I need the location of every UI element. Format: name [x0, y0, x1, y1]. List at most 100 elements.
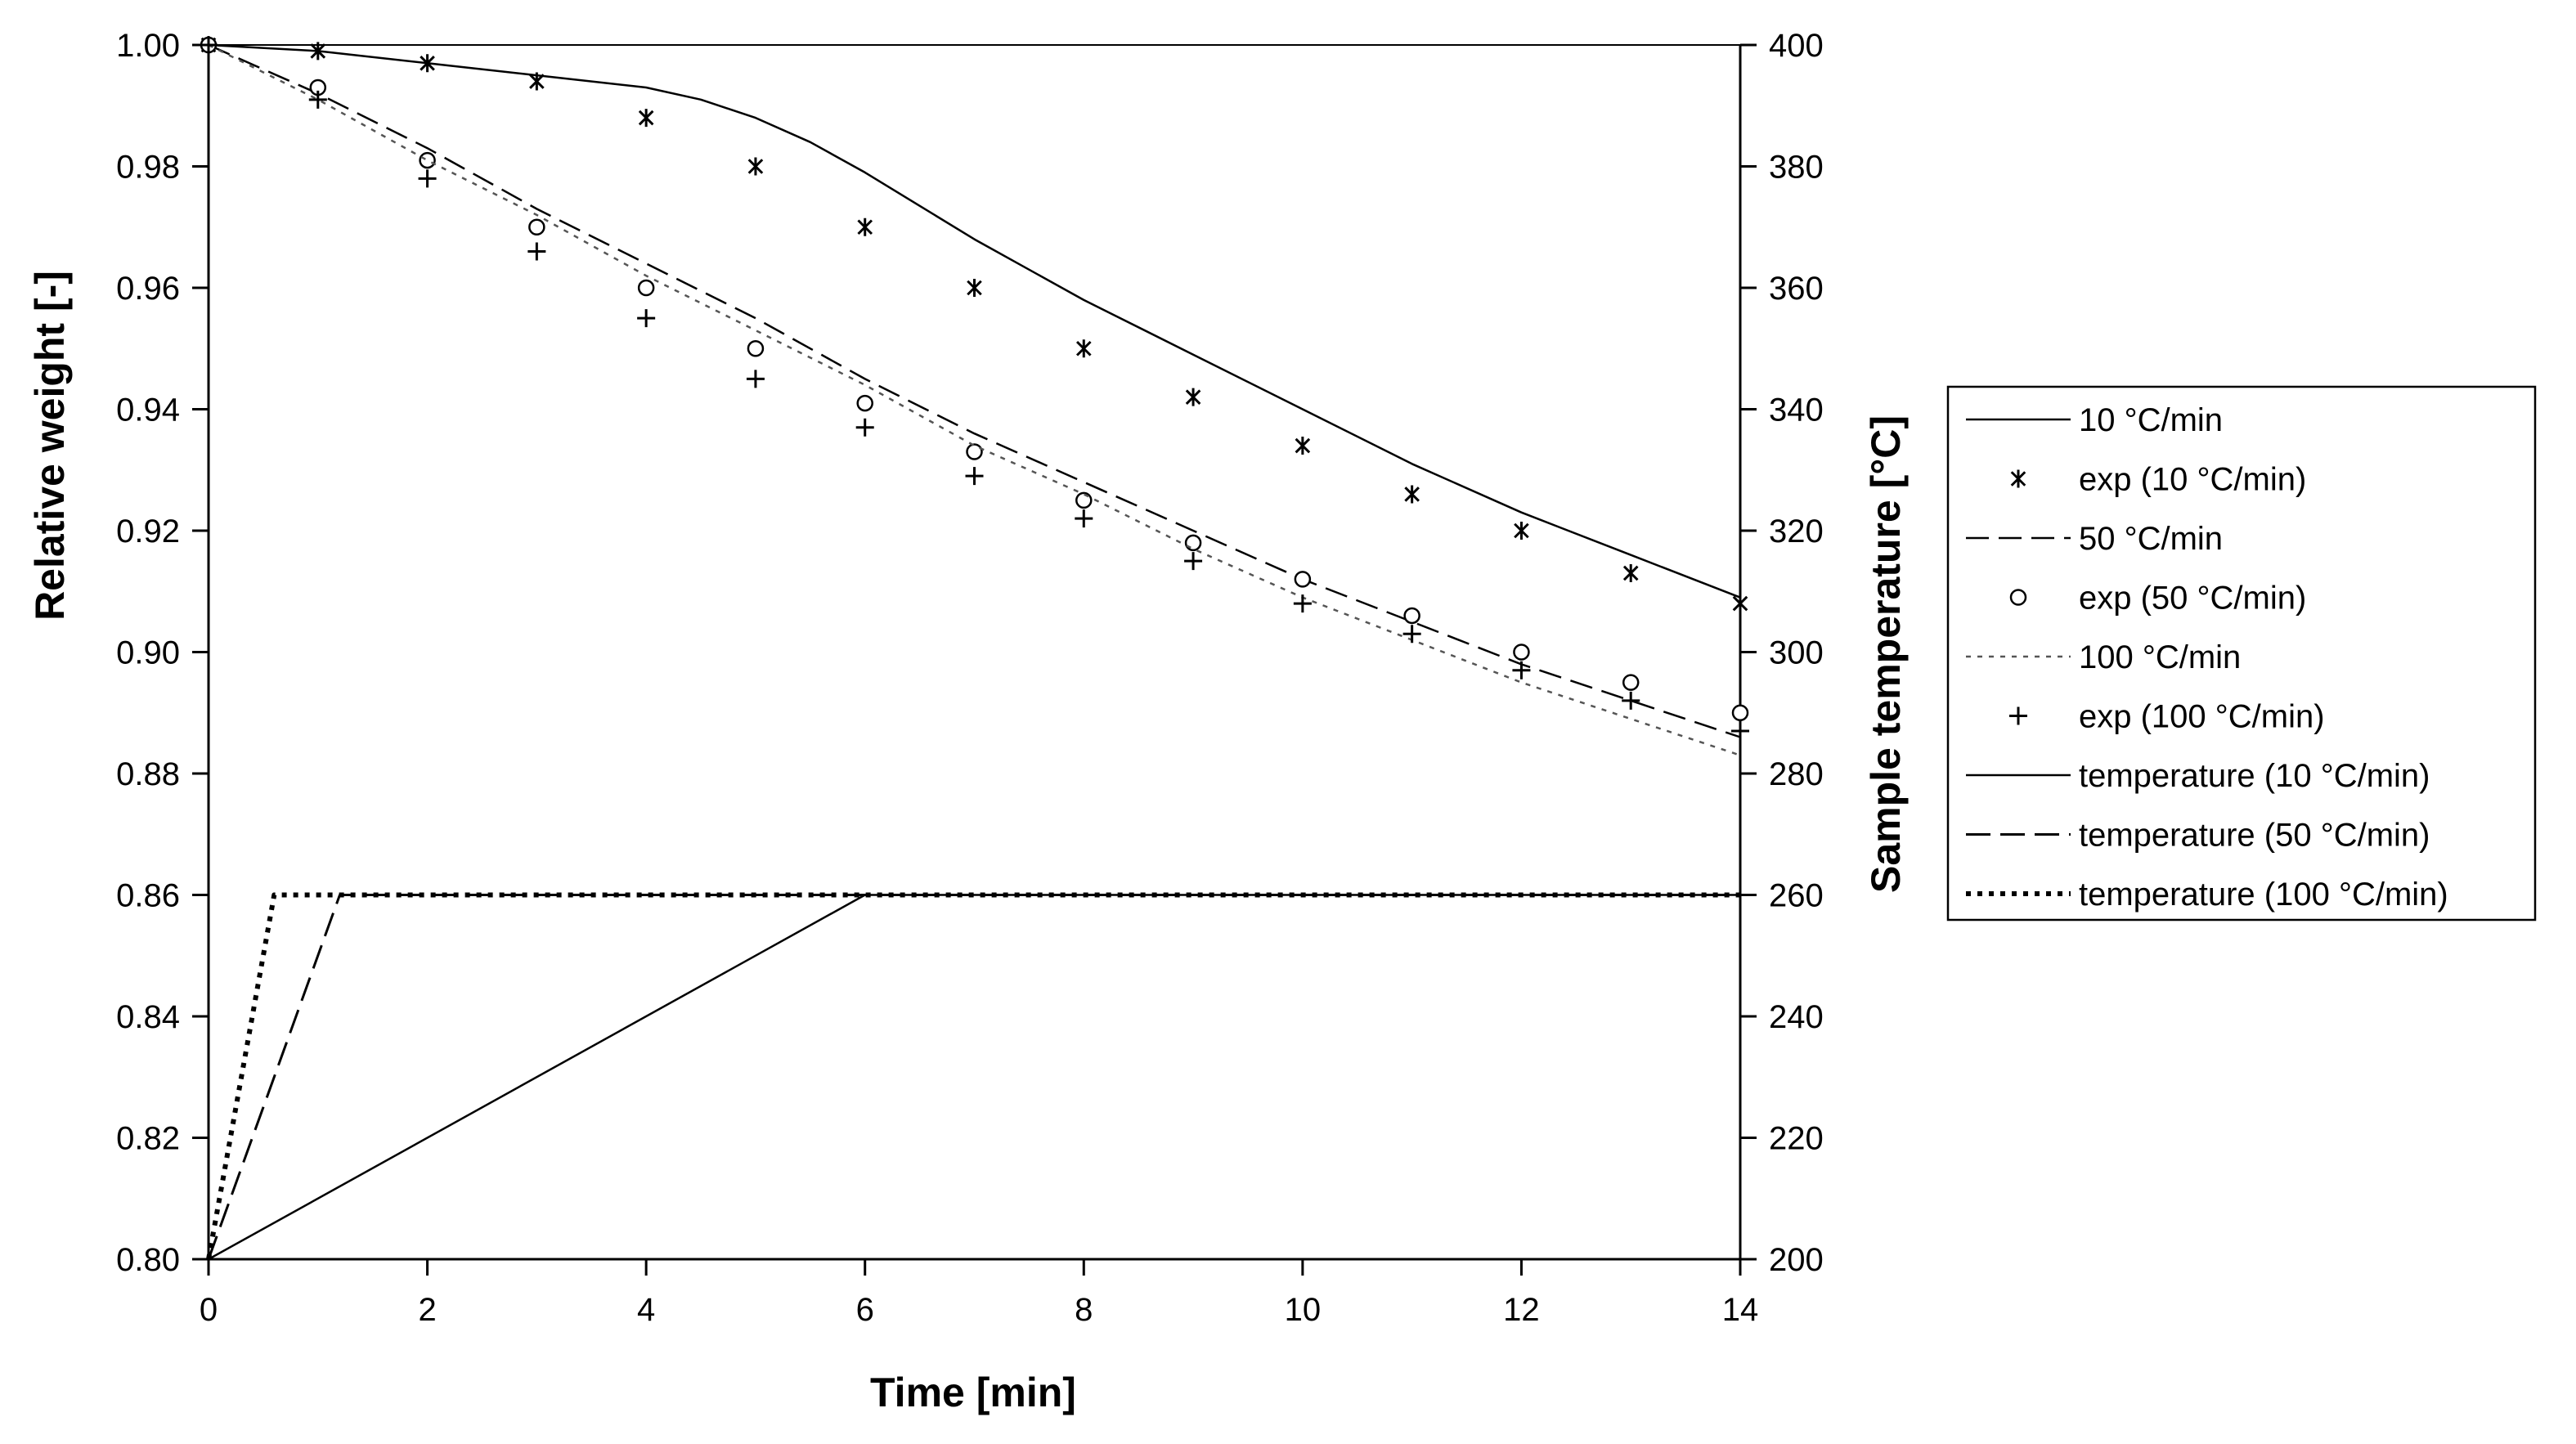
legend-item: temperature (10 °C/min) — [1966, 758, 2430, 794]
data-point-plus — [418, 169, 437, 188]
data-point-asterisk — [1732, 594, 1748, 613]
x-tick-label: 2 — [418, 1292, 436, 1328]
y-left-tick-label: 0.98 — [116, 150, 180, 186]
y-right-tick-label: 260 — [1769, 878, 1824, 914]
series-line — [206, 892, 1740, 1260]
data-point-circle — [419, 151, 436, 169]
data-point-plus — [1402, 625, 1421, 644]
legend-label: 50 °C/min — [2079, 521, 2223, 557]
y-right-tick-label: 280 — [1769, 756, 1824, 792]
data-point-asterisk — [1622, 563, 1639, 582]
y-left-tick-label: 0.84 — [116, 999, 180, 1035]
legend-label: 10 °C/min — [2079, 402, 2223, 438]
y-right-axis-title: Sample temperature [°C] — [1863, 415, 1909, 893]
series-line — [208, 43, 1741, 599]
series-temperature-10-c-min — [208, 894, 1740, 1261]
legend-item: 100 °C/min — [1966, 639, 2241, 675]
y-left-tick-label: 0.96 — [116, 271, 180, 307]
y-right-tick-label: 400 — [1769, 28, 1824, 64]
y-right-tick-label: 360 — [1769, 271, 1824, 307]
data-point-plus — [527, 242, 546, 261]
data-point-asterisk — [747, 157, 764, 176]
data-point-asterisk — [1514, 522, 1529, 540]
y-right-tick-label: 220 — [1769, 1121, 1824, 1157]
data-point-asterisk — [857, 217, 873, 236]
legend-label: temperature (50 °C/min) — [2079, 818, 2430, 854]
data-point-asterisk — [967, 279, 982, 297]
legend-box — [1946, 385, 2537, 922]
data-point-circle — [1622, 674, 1640, 691]
legend-item: 10 °C/min — [1966, 402, 2223, 438]
series-line — [208, 43, 1741, 756]
legend-label: exp (10 °C/min) — [2079, 462, 2306, 498]
y-left-tick-label: 0.92 — [116, 513, 180, 549]
series-100-c-min — [208, 43, 1741, 756]
y-right-tick-label: 380 — [1769, 150, 1824, 186]
data-point-asterisk — [1295, 437, 1311, 455]
series-temperature-50-c-min — [207, 894, 1740, 1260]
y-right-tick-label: 300 — [1769, 635, 1824, 671]
data-point-asterisk — [1185, 388, 1201, 406]
data-point-asterisk — [1404, 485, 1420, 504]
legend-label: exp (100 °C/min) — [2079, 699, 2325, 735]
data-point-plus — [1622, 691, 1640, 710]
data-point-circle — [856, 394, 873, 412]
data-point-plus — [1731, 722, 1749, 741]
legend-label: exp (50 °C/min) — [2079, 581, 2306, 617]
x-tick-label: 10 — [1285, 1292, 1322, 1328]
y-right-tick-label: 240 — [1769, 999, 1824, 1035]
data-point-plus — [1293, 594, 1312, 613]
y-left-tick-label: 0.82 — [116, 1121, 180, 1157]
data-point-circle — [1513, 644, 1530, 661]
series-10-c-min — [208, 43, 1741, 599]
data-point-circle — [1731, 704, 1749, 721]
x-tick-label: 12 — [1503, 1292, 1540, 1328]
data-point-plus — [1184, 552, 1203, 571]
legend-label: 100 °C/min — [2079, 639, 2241, 675]
series-50-c-min — [208, 43, 1741, 738]
legend-item: 50 °C/min — [1966, 521, 2223, 557]
legend-label: temperature (10 °C/min) — [2079, 758, 2430, 794]
data-point-circle — [1184, 534, 1202, 552]
legend: 10 °C/min exp (10 °C/min) 50 °C/min exp (50… — [1946, 385, 2537, 922]
y-left-tick-label: 0.80 — [116, 1242, 180, 1278]
y-left-tick-label: 0.86 — [116, 878, 180, 914]
x-tick-label: 0 — [200, 1292, 218, 1328]
series-exp-100-c-min — [200, 36, 1749, 741]
series-layer — [200, 36, 1749, 1261]
legend-item: temperature (50 °C/min) — [1966, 818, 2430, 854]
series-exp-50-c-min — [200, 36, 1749, 721]
data-point-plus — [637, 309, 656, 328]
y-right-tick-label: 340 — [1769, 392, 1824, 428]
x-tick-label: 14 — [1722, 1292, 1759, 1328]
data-point-plus — [855, 418, 874, 437]
y-right-tick-label: 320 — [1769, 513, 1824, 549]
data-point-asterisk — [529, 72, 545, 91]
data-point-asterisk — [638, 109, 654, 128]
y-left-tick-label: 0.90 — [116, 635, 180, 671]
legend-marker-circle — [2009, 589, 2027, 606]
data-point-plus — [965, 467, 984, 486]
x-axis-ticks: 0 2 4 6 8 10 12 14 — [200, 1259, 1758, 1328]
data-point-plus — [308, 90, 327, 109]
data-point-plus — [1075, 509, 1093, 528]
data-point-circle — [747, 340, 765, 357]
legend-item: exp (50 °C/min) — [2009, 581, 2306, 617]
legend-item: exp (10 °C/min) — [2010, 462, 2306, 498]
series-temperature-100-c-min — [206, 892, 1740, 1260]
data-point-circle — [528, 218, 545, 235]
y-left-tick-label: 0.88 — [116, 756, 180, 792]
data-point-circle — [1294, 571, 1312, 588]
y-left-tick-label: 0.94 — [116, 392, 180, 428]
legend-marker-plus — [2009, 706, 2027, 725]
data-point-circle — [637, 279, 655, 297]
series-exp-10-c-min — [200, 36, 1748, 613]
series-line — [207, 894, 1740, 1260]
legend-label: temperature (100 °C/min) — [2079, 877, 2448, 913]
x-axis-title: Time [min] — [870, 1370, 1076, 1415]
data-point-asterisk — [1075, 339, 1092, 358]
data-point-plus — [200, 36, 218, 54]
data-point-plus — [1512, 661, 1531, 679]
legend-marker-asterisk — [2010, 469, 2026, 488]
